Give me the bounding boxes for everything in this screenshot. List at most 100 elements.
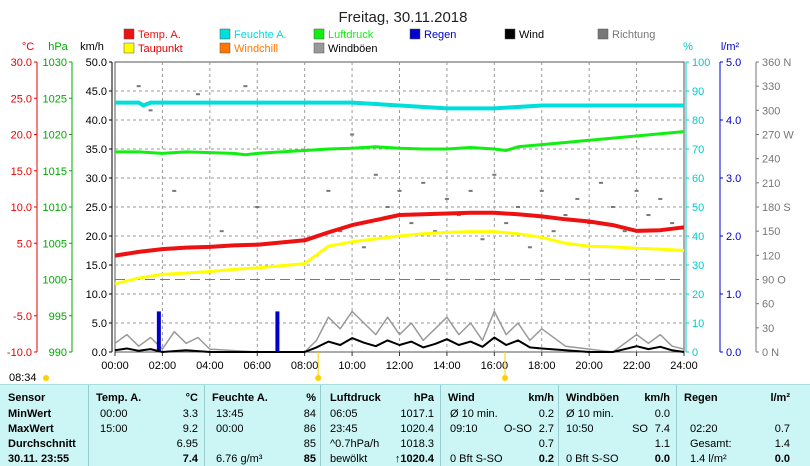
tick-label-wind: 40.0 [86,115,107,127]
axis-unit-rain: l/m² [721,41,740,53]
tick-label-temp: 10.0 [11,202,32,214]
temp-value: 9.2 [182,423,198,435]
header-sensor: Sensor [8,392,46,404]
direction-point [338,230,343,233]
legend-swatch [219,42,231,54]
x-axis: 00:00 02:00 04:00 06:00 08:00 10:00 12:00 14:00… [101,352,698,372]
press-value: 1017.1 [400,408,434,420]
tick-label-wind: 25.0 [86,202,107,214]
hum-time: 6.76 g/m³ [216,453,263,465]
temp-time: 15:00 [100,423,128,435]
legend-label: Temp. A. [138,29,181,41]
gust-time: Ø 10 min. [566,408,614,420]
tick-label-rain: 5.0 [726,57,741,69]
right-axes: 10090807060504030201005.04.03.02.01.00.0… [685,57,794,359]
x-tick-label: 18:00 [528,360,556,372]
header-temp-unit: °C [185,392,198,404]
stats-separator [440,385,441,466]
header-press: Luftdruck [330,392,381,404]
direction-point [539,189,544,192]
wind-time: 09:10 [450,423,478,435]
gust-time: 10:50 [566,423,594,435]
row-label: MinWert [8,408,52,420]
rain-value: 0.7 [774,423,790,435]
press-time: 06:05 [330,408,358,420]
series-line-dew [114,230,685,286]
direction-point [136,85,141,88]
current-time-label: 08:34 [9,372,37,384]
header-wind-unit: km/h [528,392,554,404]
wind-dir: O-SO [503,423,532,435]
tick-label-humidity: 0 [692,347,698,359]
legend-label: Windböen [328,43,378,55]
wind-value: 0.7 [538,438,554,450]
direction-point [504,222,509,225]
tick-label-pressure: 1015 [43,166,67,178]
direction-point [480,238,485,241]
tick-label-rain: 0.0 [726,347,741,359]
tick-label-temp: 25.0 [11,93,32,105]
tick-label-direction: 0 N [762,347,779,359]
time-marker-dot [502,375,509,381]
header-rain-unit: l/m² [770,392,790,404]
direction-point [373,173,378,176]
tick-label-pressure: 995 [49,311,67,323]
tick-label-wind: 10.0 [86,289,107,301]
direction-point [385,206,390,208]
axis-headers: °C hPa km/h% l/m² [22,41,740,53]
series-line-humidity [115,100,684,111]
press-time: ^0.7hPa/h [330,438,380,450]
legend-label: Feuchte A. [234,29,287,41]
tick-label-rain: 3.0 [726,173,741,185]
stats-table: Sensor Temp. A. °C Feuchte A.% Luftdruck hPa W… [0,384,810,466]
row-label: 30.11. 23:55 [8,453,70,465]
legend-swatch [504,28,516,40]
tick-label-temp: -10.0 [7,347,32,359]
x-tick-label: 20:00 [575,360,603,372]
rain-time: 02:20 [690,423,718,435]
tick-label-pressure: 1025 [43,93,67,105]
gust-value: 7.4 [654,423,670,435]
tick-label-temp: -5.0 [13,311,32,323]
tick-label-wind: 20.0 [86,231,107,243]
axis-unit-humidity: % [683,41,693,53]
tick-label-pressure: 1000 [43,275,67,287]
x-tick-label: 24:00 [670,360,698,372]
header-hum-unit: % [306,392,316,404]
tick-label-direction: 60 [762,299,774,311]
rain-value: 0.0 [774,453,790,465]
direction-point [326,189,331,192]
direction-point [243,85,248,88]
rain-value: 1.4 [774,438,790,450]
tick-label-direction: 270 W [762,130,794,142]
x-tick-label: 16:00 [481,360,509,372]
tick-label-humidity: 10 [692,318,704,330]
direction-point [255,206,260,208]
tick-label-humidity: 30 [692,260,704,272]
wind-time: Ø 10 min. [450,408,498,420]
stats-separator [320,385,321,466]
header-hum: Feuchte A. [212,392,268,404]
hum-value: 85 [303,453,316,465]
tick-label-direction: 240 [762,154,780,166]
tick-label-humidity: 80 [692,115,704,127]
series-line-wind [114,336,685,353]
x-tick-label: 00:00 [101,360,129,372]
current-time-dot [43,375,49,381]
legend-label: Regen [424,29,456,41]
legend-swatch [597,28,609,40]
tick-label-wind: 30.0 [86,173,107,185]
legend-swatch [313,42,325,54]
tick-label-pressure: 1010 [43,202,67,214]
press-time: 23:45 [330,423,358,435]
direction-point [575,197,580,200]
row-label: Durchschnitt [8,438,76,450]
hum-time: 00:00 [216,423,244,435]
legend-swatch [123,28,135,40]
temp-value: 6.95 [176,438,198,450]
header-rain: Regen [684,392,718,404]
stats-separator [204,385,205,466]
x-tick-label: 06:00 [243,360,271,372]
tick-label-rain: 2.0 [726,231,741,243]
legend-label: Taupunkt [138,43,183,55]
